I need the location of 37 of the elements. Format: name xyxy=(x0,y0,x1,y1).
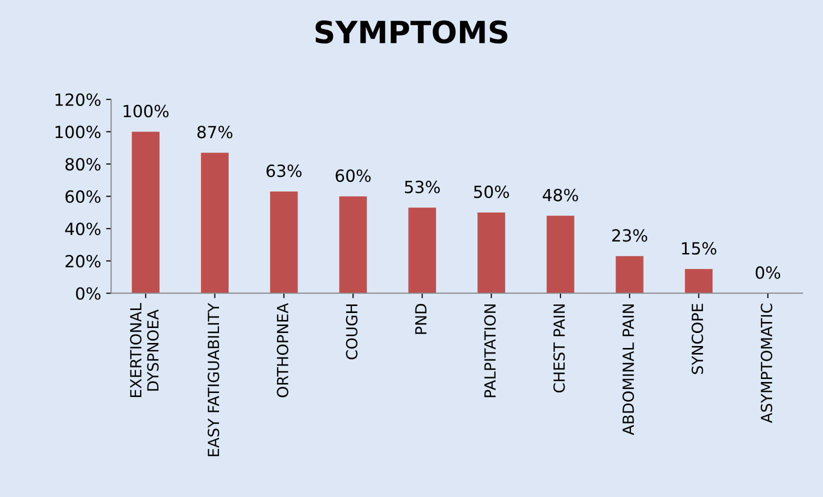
x-tick-label: ABDOMINAL PAIN xyxy=(622,304,634,436)
data-label: 60% xyxy=(336,169,371,182)
data-label: 23% xyxy=(612,229,648,242)
y-tick-label: 80% xyxy=(65,158,100,171)
x-tick-label: PND xyxy=(415,304,426,334)
x-tick-label: EASY FATIGUABILITY xyxy=(208,302,220,456)
x-tick-label: SYNCOPE xyxy=(692,304,704,374)
bar xyxy=(408,208,436,294)
bar xyxy=(478,212,506,294)
data-label: 0% xyxy=(756,266,780,279)
y-tick-label: 120% xyxy=(56,93,100,106)
data-label: 15% xyxy=(682,242,716,255)
y-tick-label: 60% xyxy=(66,190,100,203)
bar xyxy=(616,256,644,294)
bar xyxy=(270,191,298,294)
data-label: 100% xyxy=(124,104,169,118)
bar xyxy=(546,216,574,294)
data-label: 87% xyxy=(197,126,232,138)
x-tick-label: COUGH xyxy=(346,304,358,360)
data-label: 53% xyxy=(404,180,440,194)
x-tick-label: EXERTIONAL DYSPNOEA xyxy=(130,303,159,397)
x-tick-label: ASYMPTOMATIC xyxy=(760,304,772,424)
bar xyxy=(132,132,160,294)
y-tick-label: 0% xyxy=(76,287,100,300)
bar xyxy=(339,196,367,294)
y-tick-label: 20% xyxy=(66,254,100,268)
bar xyxy=(684,269,713,294)
bar xyxy=(200,152,229,294)
data-label: 63% xyxy=(266,164,302,178)
x-tick-label: CHEST PAIN xyxy=(553,304,565,392)
data-label: 48% xyxy=(542,188,578,202)
y-tick-label: 40% xyxy=(65,222,100,236)
chart-title: SYMPTOMS xyxy=(316,20,508,44)
data-label: 50% xyxy=(474,186,509,198)
x-tick-label: PALPITATION xyxy=(484,304,496,398)
x-tick-label: ORTHOPNEA xyxy=(276,303,288,398)
y-tick-label: 100% xyxy=(56,126,100,138)
